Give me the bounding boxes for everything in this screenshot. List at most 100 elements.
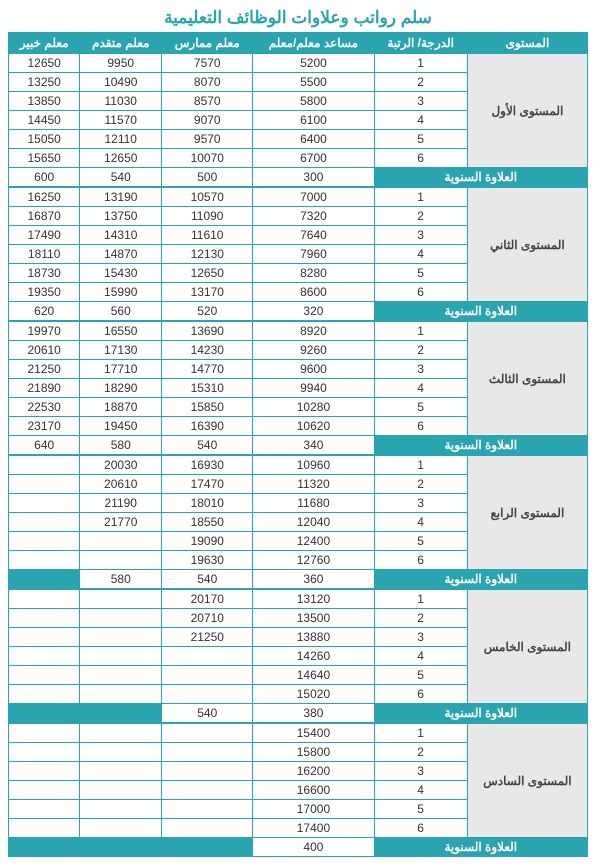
- table-cell: [80, 666, 162, 685]
- table-cell: 6400: [253, 130, 374, 149]
- table-cell: 12650: [80, 149, 162, 168]
- table-cell: 17470: [162, 475, 253, 494]
- table-cell: 12650: [9, 54, 80, 73]
- table-cell: 6: [374, 551, 467, 570]
- table-cell: [162, 723, 253, 743]
- table-cell: 8570: [162, 92, 253, 111]
- allowance-cell: 560: [80, 302, 162, 322]
- table-cell: 16550: [80, 321, 162, 341]
- column-header: الدرجة/ الرتبة: [374, 33, 467, 54]
- table-cell: 10490: [80, 73, 162, 92]
- table-cell: [9, 685, 80, 704]
- level-name: المستوى السادس: [467, 723, 587, 838]
- table-cell: [80, 723, 162, 743]
- table-cell: [9, 494, 80, 513]
- table-cell: 4: [374, 245, 467, 264]
- table-cell: 15020: [253, 685, 374, 704]
- allowance-cell: 580: [80, 570, 162, 590]
- table-cell: [80, 819, 162, 838]
- allowance-cell: 640: [9, 436, 80, 456]
- table-cell: [9, 781, 80, 800]
- allowance-cell: [80, 838, 162, 857]
- table-cell: 7320: [253, 207, 374, 226]
- allowance-cell: 500: [162, 168, 253, 188]
- table-cell: 1: [374, 723, 467, 743]
- table-cell: 13690: [162, 321, 253, 341]
- table-cell: 2: [374, 609, 467, 628]
- table-cell: 21250: [162, 628, 253, 647]
- table-cell: [80, 532, 162, 551]
- table-cell: [9, 762, 80, 781]
- level-name: المستوى الثاني: [467, 187, 587, 302]
- allowance-cell: 600: [9, 168, 80, 188]
- table-cell: 14770: [162, 360, 253, 379]
- allowance-label: العلاوة السنوية: [374, 838, 587, 857]
- table-cell: 15800: [253, 743, 374, 762]
- table-cell: 19630: [162, 551, 253, 570]
- table-cell: 9940: [253, 379, 374, 398]
- table-cell: 6: [374, 149, 467, 168]
- table-cell: 12650: [162, 264, 253, 283]
- table-cell: 10280: [253, 398, 374, 417]
- table-cell: 14640: [253, 666, 374, 685]
- allowance-cell: 540: [162, 570, 253, 590]
- table-cell: 10960: [253, 455, 374, 475]
- table-cell: 6: [374, 417, 467, 436]
- allowance-cell: 520: [162, 302, 253, 322]
- table-cell: 16250: [9, 187, 80, 207]
- table-cell: 16600: [253, 781, 374, 800]
- table-cell: [9, 609, 80, 628]
- allowance-cell: 540: [80, 168, 162, 188]
- table-cell: 11680: [253, 494, 374, 513]
- table-cell: [80, 685, 162, 704]
- table-cell: 17000: [253, 800, 374, 819]
- table-cell: [9, 513, 80, 532]
- allowance-cell: [162, 838, 253, 857]
- table-cell: [162, 685, 253, 704]
- table-cell: 19450: [80, 417, 162, 436]
- table-cell: 4: [374, 379, 467, 398]
- table-cell: 9950: [80, 54, 162, 73]
- table-cell: 15850: [162, 398, 253, 417]
- allowance-cell: [9, 838, 80, 857]
- table-cell: 20610: [9, 341, 80, 360]
- allowance-label: العلاوة السنوية: [374, 168, 587, 188]
- table-cell: 4: [374, 647, 467, 666]
- table-cell: 7570: [162, 54, 253, 73]
- table-cell: [162, 743, 253, 762]
- allowance-label: العلاوة السنوية: [374, 570, 587, 590]
- table-cell: 11030: [80, 92, 162, 111]
- table-cell: 1: [374, 54, 467, 73]
- table-cell: 18730: [9, 264, 80, 283]
- level-name: المستوى الرابع: [467, 455, 587, 570]
- table-cell: 3: [374, 628, 467, 647]
- column-header: مساعد معلم/معلم: [253, 33, 374, 54]
- table-cell: 15310: [162, 379, 253, 398]
- level-name: المستوى الأول: [467, 54, 587, 168]
- table-cell: 14260: [253, 647, 374, 666]
- table-cell: 4: [374, 513, 467, 532]
- table-cell: 16930: [162, 455, 253, 475]
- table-cell: 15400: [253, 723, 374, 743]
- table-cell: [9, 589, 80, 609]
- table-cell: 10070: [162, 149, 253, 168]
- table-cell: 21190: [80, 494, 162, 513]
- table-cell: 8920: [253, 321, 374, 341]
- table-cell: 20710: [162, 609, 253, 628]
- table-cell: 15430: [80, 264, 162, 283]
- allowance-label: العلاوة السنوية: [374, 302, 587, 322]
- table-cell: 7960: [253, 245, 374, 264]
- table-cell: 13850: [9, 92, 80, 111]
- table-cell: 12110: [80, 130, 162, 149]
- allowance-cell: 540: [162, 436, 253, 456]
- table-cell: [9, 723, 80, 743]
- table-cell: [80, 781, 162, 800]
- table-cell: 2: [374, 743, 467, 762]
- allowance-label: العلاوة السنوية: [374, 436, 587, 456]
- table-cell: 6: [374, 819, 467, 838]
- table-cell: 5800: [253, 92, 374, 111]
- table-cell: [80, 609, 162, 628]
- table-cell: 18290: [80, 379, 162, 398]
- table-cell: 5: [374, 130, 467, 149]
- table-cell: 13750: [80, 207, 162, 226]
